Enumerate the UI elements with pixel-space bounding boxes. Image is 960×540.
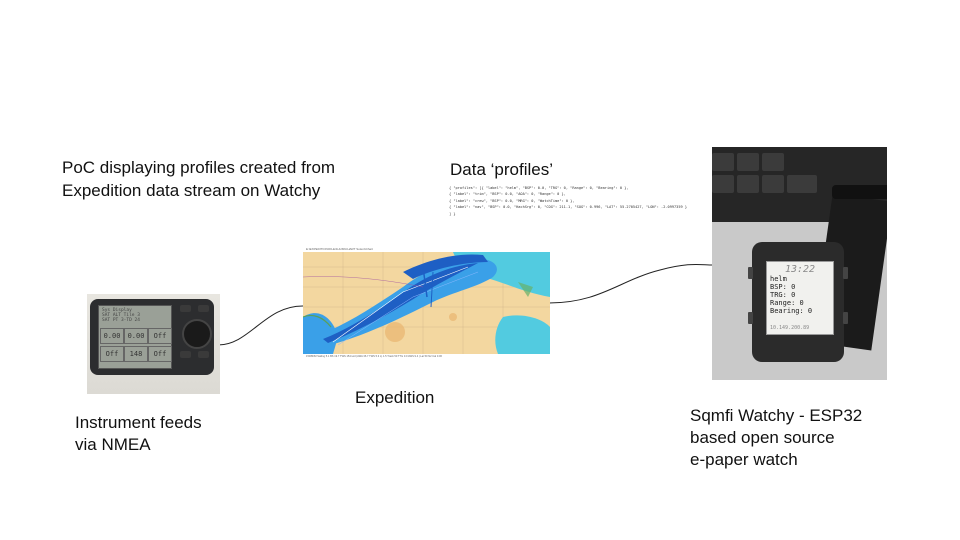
expedition-label: Expedition bbox=[355, 388, 435, 407]
instrument-dpad-icon bbox=[182, 319, 212, 349]
slide-title: PoC displaying profiles created from Exp… bbox=[62, 158, 336, 200]
instrument-cell: Off bbox=[148, 328, 172, 344]
watch-label: Sqmfi Watchy - ESP32 based open source e… bbox=[690, 405, 862, 471]
instrument-photo: Sys Display SAT ALT Tile 3 SAT PT 3-TD 2… bbox=[87, 294, 220, 394]
instrument-cell: 0.00 bbox=[124, 328, 148, 344]
keyboard-key bbox=[737, 175, 759, 193]
map-chart-graphic bbox=[303, 247, 550, 359]
instrument-cell: Off bbox=[148, 346, 172, 362]
watch-epaper-screen: 13:22 helm BSP: 0 TRG: 0 Range: 0 Bearin… bbox=[766, 261, 834, 335]
keyboard-key bbox=[787, 175, 817, 193]
profiles-json: { "profiles": [{ "label": "helm", "BSP":… bbox=[449, 186, 687, 216]
map-status-bar: 150/8NM Sailing 5.1 BS 19.7 TWS 154 twd … bbox=[303, 354, 550, 359]
instrument-label-line1: Instrument feeds bbox=[75, 413, 202, 432]
watch-label-line2: based open source bbox=[690, 428, 835, 447]
connector-expedition-watch bbox=[548, 263, 714, 304]
keyboard-key bbox=[712, 175, 734, 193]
instrument-button bbox=[180, 351, 191, 358]
instrument-cell: 148 bbox=[124, 346, 148, 362]
keyboard-key bbox=[762, 153, 784, 171]
watch-bsp: BSP: 0 bbox=[770, 283, 796, 291]
watch-profile-label: helm bbox=[770, 275, 787, 283]
keyboard-key bbox=[712, 153, 734, 171]
instrument-button bbox=[180, 305, 191, 312]
instrument-screen: Sys Display SAT ALT Tile 3 SAT PT 3-TD 2… bbox=[98, 305, 172, 369]
instrument-label-line2: via NMEA bbox=[75, 435, 151, 454]
usb-cable bbox=[832, 185, 887, 199]
instrument-button bbox=[198, 351, 209, 358]
watch-label-line1: Sqmfi Watchy - ESP32 bbox=[690, 406, 863, 425]
watch-trg: TRG: 0 bbox=[770, 291, 796, 299]
watch-label-line3: e-paper watch bbox=[690, 450, 798, 469]
instrument-bezel: Sys Display SAT ALT Tile 3 SAT PT 3-TD 2… bbox=[90, 299, 214, 375]
watch-photo: 13:22 helm BSP: 0 TRG: 0 Range: 0 Bearin… bbox=[712, 147, 887, 380]
map-title-bar: E:\EXPEDITION\FILE\1HUM\CHART Solent\Cha… bbox=[303, 247, 550, 252]
keyboard-key bbox=[762, 175, 784, 193]
instrument-cell: Off bbox=[100, 346, 124, 362]
connector-instrument-expedition bbox=[217, 305, 305, 346]
profiles-heading: Data ‘profiles’ bbox=[450, 160, 553, 179]
watch-range: Range: 0 bbox=[770, 299, 804, 307]
watch-side-button bbox=[843, 267, 848, 279]
instrument-button bbox=[198, 305, 209, 312]
keyboard-key bbox=[737, 153, 759, 171]
watch-side-button bbox=[748, 312, 753, 324]
watch-side-button bbox=[843, 312, 848, 324]
instrument-label: Instrument feeds via NMEA bbox=[75, 412, 202, 456]
instrument-screen-header: Sys Display SAT ALT Tile 3 SAT PT 3-TD 2… bbox=[102, 308, 140, 323]
instrument-cell: 0.00 bbox=[100, 328, 124, 344]
watch-ip-address: 10.149.200.89 bbox=[770, 325, 810, 331]
watch-time: 13:22 bbox=[784, 264, 816, 275]
watch-side-button bbox=[748, 267, 753, 279]
watch-bearing: Bearing: 0 bbox=[770, 307, 813, 315]
expedition-map: E:\EXPEDITION\FILE\1HUM\CHART Solent\Cha… bbox=[303, 247, 550, 359]
